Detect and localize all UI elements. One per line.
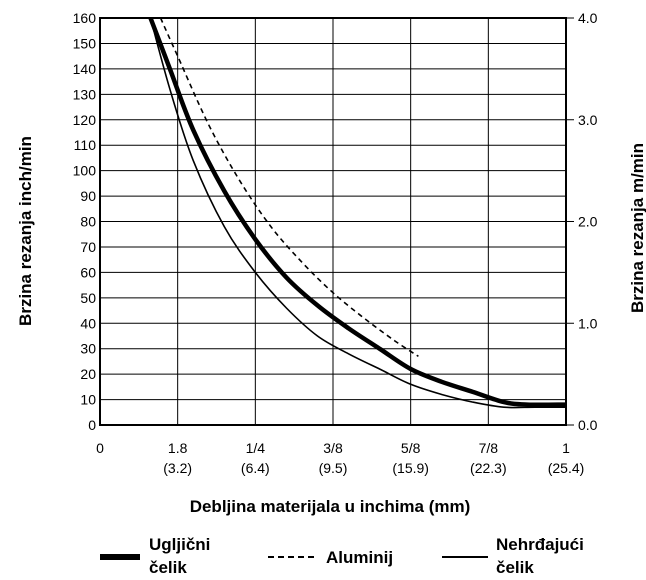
y-tick-label-right: 4.0 [578, 10, 598, 26]
y-tick-label-left: 10 [80, 392, 96, 408]
y-axis-right-title: Brzina rezanja m/min [628, 143, 646, 313]
x-tick-sublabel: (15.9) [392, 460, 429, 476]
x-tick-sublabel: (6.4) [241, 460, 270, 476]
x-axis-title: Debljina materijala u inchima (mm) [190, 497, 471, 516]
y-tick-label-right: 0.0 [578, 417, 598, 433]
y-axis-left-title: Brzina rezanja inch/min [16, 136, 35, 326]
legend-label-line2: čelik [149, 558, 187, 577]
legend-label-line1: Aluminij [326, 548, 393, 567]
x-tick-label: 5/8 [401, 440, 421, 456]
x-axis-ticks: 0 1.8 (3.2) 1/4 (6.4) 3/8 (9.5) 5/8 (15.9) 7/8 (22… [96, 440, 584, 476]
y-tick-label-left: 60 [80, 264, 96, 280]
x-tick-label: 3/8 [323, 440, 343, 456]
x-tick-label: 0 [96, 440, 104, 456]
x-tick-sublabel: (25.4) [548, 460, 585, 476]
x-tick-label: 1.8 [168, 440, 188, 456]
x-tick-label: 1/4 [246, 440, 266, 456]
legend-label-line2: čelik [496, 558, 534, 577]
y-tick-label-left: 80 [80, 214, 96, 230]
y-tick-label-left: 120 [73, 112, 97, 128]
y-tick-label-left: 150 [73, 35, 97, 51]
y-tick-label-left: 70 [80, 239, 96, 255]
y-tick-label-left: 110 [74, 137, 97, 153]
y-tick-label-left: 30 [80, 341, 96, 357]
y-tick-label-right: 1.0 [578, 315, 598, 331]
legend: Ugljični čelik Aluminij Nehrđajući čelik [100, 535, 584, 577]
series-line-thick [148, 17, 567, 408]
legend-label-line1: Nehrđajući [496, 535, 584, 554]
y-tick-label-left: 160 [73, 10, 97, 26]
y-tick-label-right: 3.0 [578, 112, 598, 128]
x-tick-sublabel: (3.2) [163, 460, 192, 476]
y-axis-right-ticks: 0.0 1.0 2.0 3.0 4.0 [566, 10, 598, 433]
legend-item-carbon-steel: Ugljični čelik [100, 535, 210, 577]
x-tick-label: 7/8 [479, 440, 499, 456]
y-tick-label-left: 140 [73, 61, 97, 77]
x-tick-sublabel: (9.5) [319, 460, 348, 476]
y-tick-label-left: 0 [88, 417, 96, 433]
series-line-thin [149, 17, 566, 409]
grid [100, 18, 566, 425]
y-tick-label-left: 40 [80, 315, 96, 331]
y-tick-label-left: 130 [73, 86, 97, 102]
x-tick-label: 1 [562, 440, 570, 456]
series-line-dashed [159, 17, 419, 357]
y-tick-label-left: 90 [80, 188, 96, 204]
legend-item-stainless-steel: Nehrđajući čelik [442, 535, 584, 577]
legend-item-aluminium: Aluminij [268, 548, 393, 567]
y-tick-label-right: 2.0 [578, 214, 598, 230]
y-tick-label-left: 50 [80, 290, 96, 306]
y-tick-label-left: 20 [80, 366, 96, 382]
legend-label-line1: Ugljični [149, 535, 210, 554]
y-axis-left-ticks: 0 10 20 30 40 50 60 70 80 90 100 110 120 130 140 150 160 [73, 10, 97, 433]
x-tick-sublabel: (22.3) [470, 460, 507, 476]
series-group [148, 17, 567, 409]
y-tick-label-left: 100 [73, 163, 97, 179]
